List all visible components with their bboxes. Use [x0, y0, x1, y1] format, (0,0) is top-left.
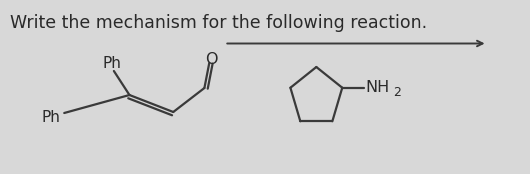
Text: Ph: Ph [41, 110, 60, 125]
Text: Write the mechanism for the following reaction.: Write the mechanism for the following re… [10, 14, 427, 32]
Text: Ph: Ph [102, 56, 121, 70]
Text: O: O [205, 52, 217, 66]
Text: 2: 2 [393, 86, 401, 99]
Text: NH: NH [366, 80, 390, 95]
